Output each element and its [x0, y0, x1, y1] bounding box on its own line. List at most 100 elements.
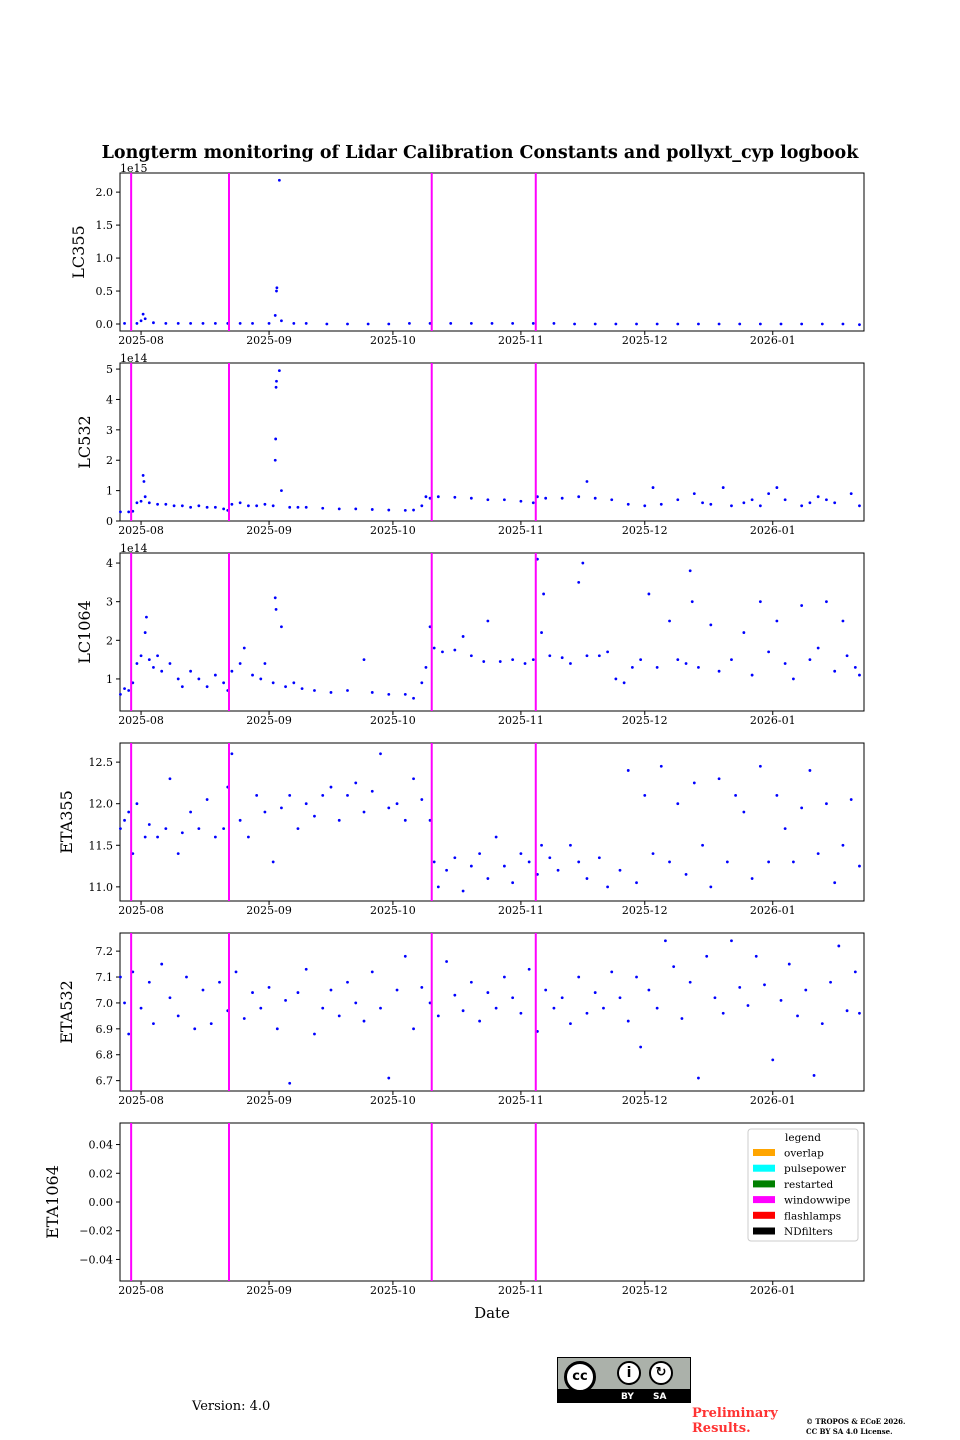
data-point [717, 322, 721, 326]
data-point [123, 321, 126, 325]
y-tick-label: 4 [106, 557, 113, 570]
y-tick-label: 3 [106, 424, 113, 437]
x-tick-label: 2026-01 [750, 1284, 796, 1297]
data-point [304, 505, 308, 509]
data-point [119, 975, 122, 979]
data-point [160, 962, 164, 966]
data-point [271, 504, 275, 508]
data-point [242, 646, 246, 650]
data-point [635, 322, 638, 326]
data-point [273, 314, 277, 317]
data-point [141, 312, 145, 316]
data-point [676, 658, 680, 662]
data-point [542, 592, 546, 596]
data-point [858, 504, 861, 508]
data-point [825, 498, 828, 502]
data-point [387, 806, 391, 810]
data-point [746, 1004, 750, 1007]
data-point [560, 656, 564, 660]
data-point [635, 975, 638, 979]
data-point [164, 827, 168, 831]
data-point [771, 1058, 775, 1062]
data-point [577, 975, 581, 979]
data-point [412, 1027, 415, 1031]
data-point [783, 662, 787, 665]
data-point [651, 852, 655, 855]
data-point [152, 1022, 155, 1026]
data-point [205, 505, 209, 509]
data-point [705, 954, 709, 958]
data-point [354, 507, 358, 511]
legend-swatch-flashlamps [753, 1211, 775, 1219]
data-point [420, 798, 424, 801]
data-point [626, 502, 630, 506]
data-point [280, 319, 283, 323]
data-point [494, 835, 498, 839]
x-tick-label: 2026-01 [750, 524, 796, 537]
data-point [775, 793, 779, 797]
data-point [606, 650, 610, 654]
data-point [577, 580, 581, 584]
data-point [180, 504, 184, 508]
data-point [742, 810, 746, 814]
data-point [201, 321, 205, 325]
y-tick-label: 7.1 [96, 971, 114, 984]
data-point [242, 1017, 246, 1020]
y-tick-label: 2 [106, 454, 113, 467]
y-tick-label: 5 [106, 363, 113, 376]
data-point [259, 677, 263, 681]
data-point [552, 1006, 556, 1010]
data-point [304, 321, 308, 325]
y-tick-label: 11.0 [89, 881, 114, 894]
data-point [403, 954, 407, 958]
data-point [213, 321, 217, 325]
data-point [540, 631, 543, 634]
data-point [783, 827, 787, 831]
data-point [511, 996, 515, 1000]
data-point [849, 798, 853, 801]
data-point [849, 492, 853, 496]
data-point [709, 885, 713, 889]
data-point [277, 178, 281, 182]
data-point [742, 501, 746, 505]
data-point [800, 504, 804, 508]
data-point [370, 970, 374, 974]
y-tick-label: 6.7 [96, 1075, 114, 1088]
data-point [577, 860, 581, 864]
data-point [610, 498, 614, 502]
data-point [274, 437, 278, 441]
data-point [321, 1006, 325, 1010]
data-point [172, 504, 176, 508]
legend-swatch-restarted [753, 1180, 775, 1188]
y-tick-label: 0.02 [89, 1167, 114, 1180]
data-point [189, 669, 193, 673]
data-point [412, 508, 415, 512]
data-point [800, 806, 804, 810]
x-tick-label: 2025-12 [622, 524, 668, 537]
cc-by-sa-badge[interactable]: cc i ↻ BY SA [557, 1357, 691, 1403]
y-offset-label: 1e14 [120, 352, 148, 365]
y-axis-label: LC355 [69, 225, 88, 278]
data-point [152, 665, 155, 669]
data-point [469, 321, 473, 325]
data-point [453, 856, 457, 860]
data-point [816, 495, 820, 499]
data-point [655, 1006, 659, 1010]
data-point [275, 1027, 279, 1031]
chart-title: Longterm monitoring of Lidar Calibration… [102, 143, 860, 163]
data-point [213, 505, 217, 509]
data-point [263, 810, 267, 814]
data-point [614, 677, 618, 681]
data-point [362, 1019, 366, 1023]
data-point [845, 1009, 849, 1013]
data-point [379, 1006, 382, 1010]
x-tick-label: 2025-09 [246, 1284, 292, 1297]
x-tick-label: 2025-11 [498, 1094, 544, 1107]
x-tick-label: 2025-08 [118, 334, 164, 347]
x-tick-label: 2025-11 [498, 334, 544, 347]
data-point [238, 818, 242, 822]
data-point [135, 321, 139, 325]
data-point [143, 317, 147, 321]
data-point [337, 1014, 341, 1018]
